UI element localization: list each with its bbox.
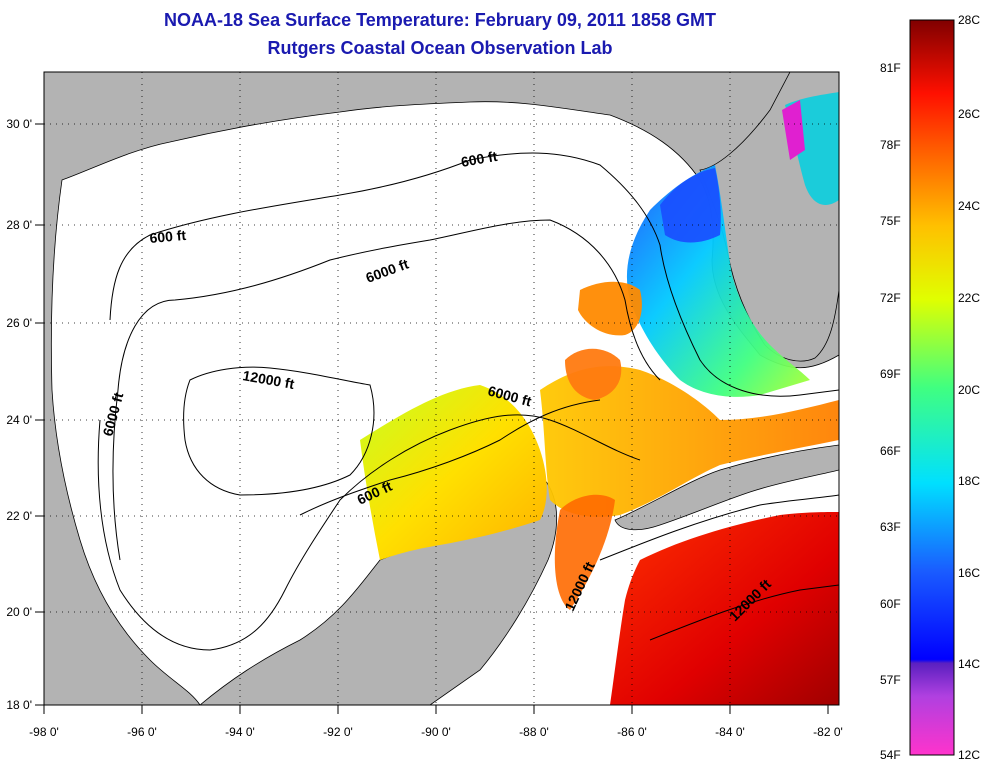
colorbar-f-label: 78F [880,138,901,152]
sst-cold-blue [660,168,721,243]
lon-label: -88 0' [519,725,549,739]
map-frame [43,71,840,706]
sst-central-orange [540,366,839,517]
colorbar-f-label: 60F [880,597,901,611]
contour-label-600ft-west: 600 ft [149,227,187,246]
colorbar-c-label: 14C [958,657,980,671]
graticule [44,72,839,705]
contour-label-600ft-north: 600 ft [460,148,499,170]
colorbar-c-label: 12C [958,748,980,762]
colorbar-f-label: 69F [880,367,901,381]
sst-upper-orange [578,281,642,336]
sst-caribbean-red [610,512,839,705]
lon-label: -92 0' [323,725,353,739]
colorbar-c-label: 22C [958,291,980,305]
isobath-12000ft-south [649,584,839,641]
colorbar-c-label: 24C [958,199,980,213]
cuba-land [614,444,839,531]
lon-label: -96 0' [127,725,157,739]
lat-label: 22 0' [6,509,32,523]
colorbar-c-label: 20C [958,383,980,397]
lat-label: 24 0' [6,413,32,427]
lon-label: -86 0' [617,725,647,739]
isobath-600ft-yucatan [299,399,601,516]
lat-label: 28 0' [6,218,32,232]
isobath-6000ft-outer [97,414,641,651]
colorbar-f-label: 72F [880,291,901,305]
lat-label: 30 0' [6,117,32,131]
sst-strait-orange [554,494,615,610]
lon-label: -84 0' [715,725,745,739]
lon-label: -90 0' [421,725,451,739]
map-title: NOAA-18 Sea Surface Temperature: Februar… [164,10,716,30]
colorbar-f-label: 57F [880,673,901,687]
isobath-12000ft-caribbean [599,494,839,561]
lat-label: 18 0' [6,698,32,712]
colorbar-f-label: 75F [880,214,901,228]
lat-label: 26 0' [6,316,32,330]
lon-label: -94 0' [225,725,255,739]
colorbar-c-label: 26C [958,107,980,121]
sst-mid-orange [565,348,622,400]
map-panel: 600 ft 600 ft 6000 ft 6000 ft 6000 ft 12… [44,72,839,705]
isobath-contours [97,152,839,651]
colorbar-f-label: 81F [880,61,901,75]
isobath-12000ft [183,366,375,496]
colorbar-f-label: 66F [880,444,901,458]
lon-label: -82 0' [813,725,843,739]
colorbar-c-label: 28C [958,13,980,27]
axis-ticks [35,123,829,714]
map-subtitle: Rutgers Coastal Ocean Observation Lab [267,38,613,58]
isobath-600ft-north [109,152,839,397]
lat-label: 20 0' [6,605,32,619]
sst-magenta-patch [782,100,805,160]
lon-label: -98 0' [29,725,59,739]
colorbar-c-label: 16C [958,566,980,580]
colorbar-f-label: 63F [880,520,901,534]
isobath-6000ft-north [112,219,661,561]
colorbar-f-label: 54F [880,748,901,762]
colorbar [909,19,955,756]
colorbar-c-label: 18C [958,474,980,488]
